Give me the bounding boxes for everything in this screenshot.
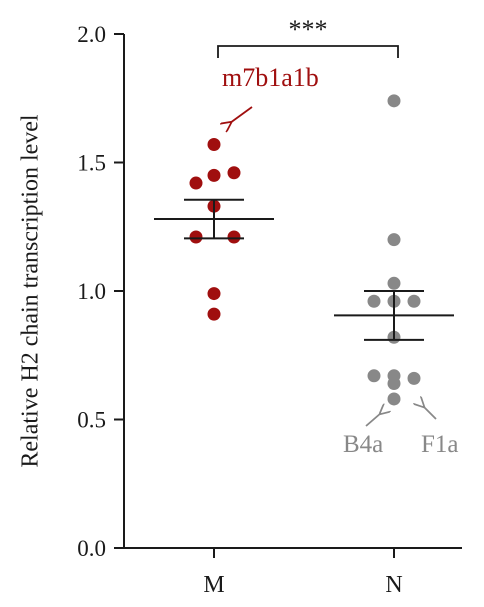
data-point — [189, 230, 203, 244]
annotation-f1a: F1a — [421, 406, 459, 458]
y-tick-label: 0.0 — [77, 536, 106, 561]
data-point — [387, 392, 401, 406]
y-tick-label: 2.0 — [77, 22, 106, 47]
data-point — [407, 294, 421, 308]
data-point — [227, 166, 241, 180]
y-tick-label: 1.5 — [77, 151, 106, 176]
annotation-b4a: B4a — [343, 413, 383, 458]
data-point — [207, 138, 221, 152]
points-group — [189, 94, 421, 406]
annotation-arrow — [423, 406, 437, 420]
annotation-label: m7b1a1b — [222, 63, 319, 92]
annotation-arrow — [230, 106, 253, 123]
errorbars-group — [154, 198, 454, 341]
x-tick-label: N — [385, 572, 402, 598]
data-point — [387, 94, 401, 108]
data-point — [387, 276, 401, 290]
data-point — [367, 294, 381, 308]
data-point — [387, 233, 401, 247]
x-tick-label: M — [203, 572, 224, 598]
data-point — [387, 377, 401, 391]
data-point — [189, 176, 203, 190]
significance-bracket: *** — [217, 15, 399, 58]
data-point — [407, 371, 421, 385]
data-point — [207, 287, 221, 301]
y-tick-label: 1.0 — [77, 279, 106, 304]
significance-bracket-line — [217, 45, 399, 58]
annotation-label: B4a — [343, 431, 383, 458]
y-tick-label: 0.5 — [77, 408, 106, 433]
significance-label: *** — [289, 15, 328, 44]
annotation-m7b1a1b: m7b1a1b — [222, 63, 319, 123]
annotation-label: F1a — [421, 431, 459, 458]
y-tick-group: 0.0 0.5 1.0 1.5 2.0 — [77, 22, 124, 561]
data-point — [367, 369, 381, 383]
data-point — [207, 168, 221, 182]
data-point — [207, 307, 221, 321]
data-point — [227, 230, 241, 244]
annotation-arrow — [365, 413, 381, 427]
y-axis-title: Relative H2 chain transcription level — [18, 114, 44, 468]
